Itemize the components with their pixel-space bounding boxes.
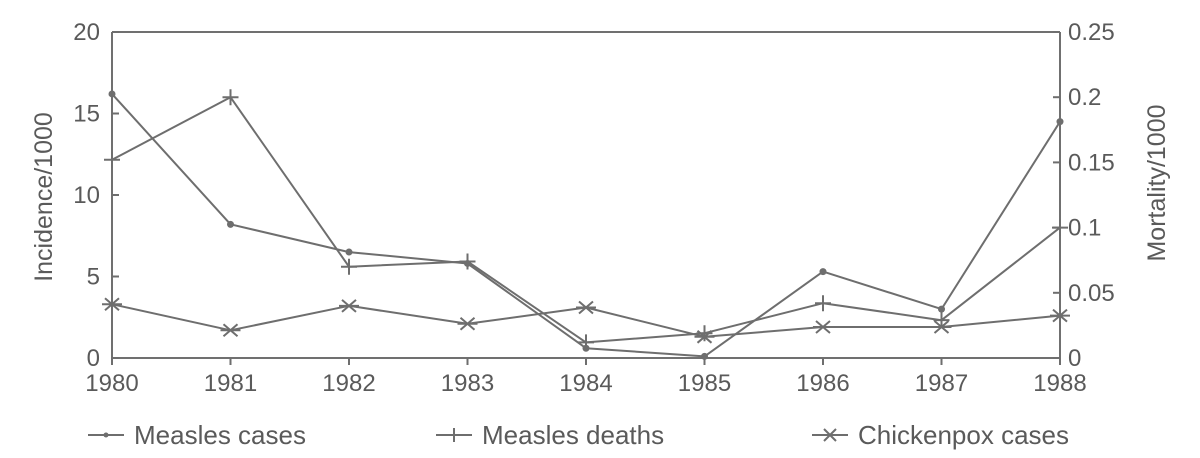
point-measles-deaths — [222, 89, 239, 106]
point-measles-deaths — [578, 334, 594, 351]
legend-marker-star — [822, 428, 838, 442]
y2-tick-label: 0.2 — [1068, 84, 1101, 111]
legend-item-measles-deaths: Measles deaths — [436, 420, 664, 450]
series-lines — [111, 93, 1061, 358]
legend-label-measles-cases: Measles cases — [134, 420, 306, 450]
x-tick-label: 1986 — [796, 370, 849, 397]
y2-tick-label: 0 — [1068, 345, 1081, 372]
legend-label-measles-deaths: Measles deaths — [482, 420, 664, 450]
plot-frame — [111, 31, 1061, 359]
x-tick-label: 1987 — [915, 370, 968, 397]
y2-tick-label: 0.25 — [1068, 19, 1115, 46]
point-measles-cases — [227, 220, 234, 228]
x-tick-label: 1982 — [322, 370, 375, 397]
legend-item-chickenpox-cases: Chickenpox cases — [812, 420, 1069, 450]
point-chickenpox-cases — [931, 320, 952, 334]
series-line-chickenpox-cases — [111, 303, 1061, 338]
x-tick-label: 1984 — [559, 370, 612, 397]
x-tick-label: 1980 — [85, 370, 138, 397]
point-chickenpox-cases — [220, 323, 241, 338]
tick-labels: 1980 1981 1982 1983 1984 1985 1986 1987 19880510… — [73, 19, 1114, 397]
point-chickenpox-cases — [813, 320, 833, 334]
point-measles-deaths — [341, 258, 357, 275]
x-tick-label: 1985 — [678, 370, 731, 397]
point-measles-cases — [1056, 118, 1064, 126]
y-axis-title: Incidence/1000 — [30, 112, 58, 282]
point-measles-cases — [701, 352, 708, 360]
legend: Measles cases Measles deaths Chickenpox … — [88, 420, 1069, 450]
point-measles-cases — [108, 90, 116, 98]
point-chickenpox-cases — [694, 330, 715, 344]
legend-label-chickenpox-cases: Chickenpox cases — [858, 420, 1069, 450]
point-chickenpox-cases — [457, 317, 478, 331]
x-tick-label: 1983 — [441, 370, 494, 397]
x-tick-label: 1988 — [1033, 370, 1086, 397]
point-measles-deaths — [459, 253, 476, 270]
y2-tick-label: 0.05 — [1068, 280, 1115, 307]
y2-tick-label: 0.15 — [1068, 149, 1115, 176]
y-tick-label: 20 — [73, 19, 100, 46]
point-chickenpox-cases — [339, 299, 359, 313]
point-chickenpox-cases — [1050, 308, 1070, 323]
point-measles-cases — [819, 268, 827, 276]
point-measles-deaths — [1052, 219, 1068, 236]
y2-axis-title: Mortality/1000 — [1143, 104, 1171, 261]
point-chickenpox-cases — [576, 300, 596, 315]
y-tick-label: 0 — [87, 345, 100, 372]
y2-tick-label: 0.1 — [1068, 215, 1101, 242]
series-line-measles-deaths — [111, 96, 1061, 344]
point-measles-cases — [345, 248, 353, 256]
y-tick-label: 15 — [73, 101, 100, 128]
series-markers — [102, 89, 1070, 360]
point-measles-cases — [938, 305, 945, 313]
x-tick-label: 1981 — [204, 370, 257, 397]
point-measles-deaths — [933, 312, 950, 329]
tick-marks — [111, 31, 1061, 365]
y-tick-label: 10 — [73, 182, 100, 209]
point-measles-deaths — [104, 151, 120, 168]
legend-marker-dot — [103, 432, 109, 438]
legend-item-measles-cases: Measles cases — [88, 420, 306, 450]
point-chickenpox-cases — [102, 297, 122, 311]
point-measles-deaths — [815, 295, 831, 312]
legend-marker-plus — [447, 428, 461, 442]
y-tick-label: 5 — [87, 264, 100, 291]
